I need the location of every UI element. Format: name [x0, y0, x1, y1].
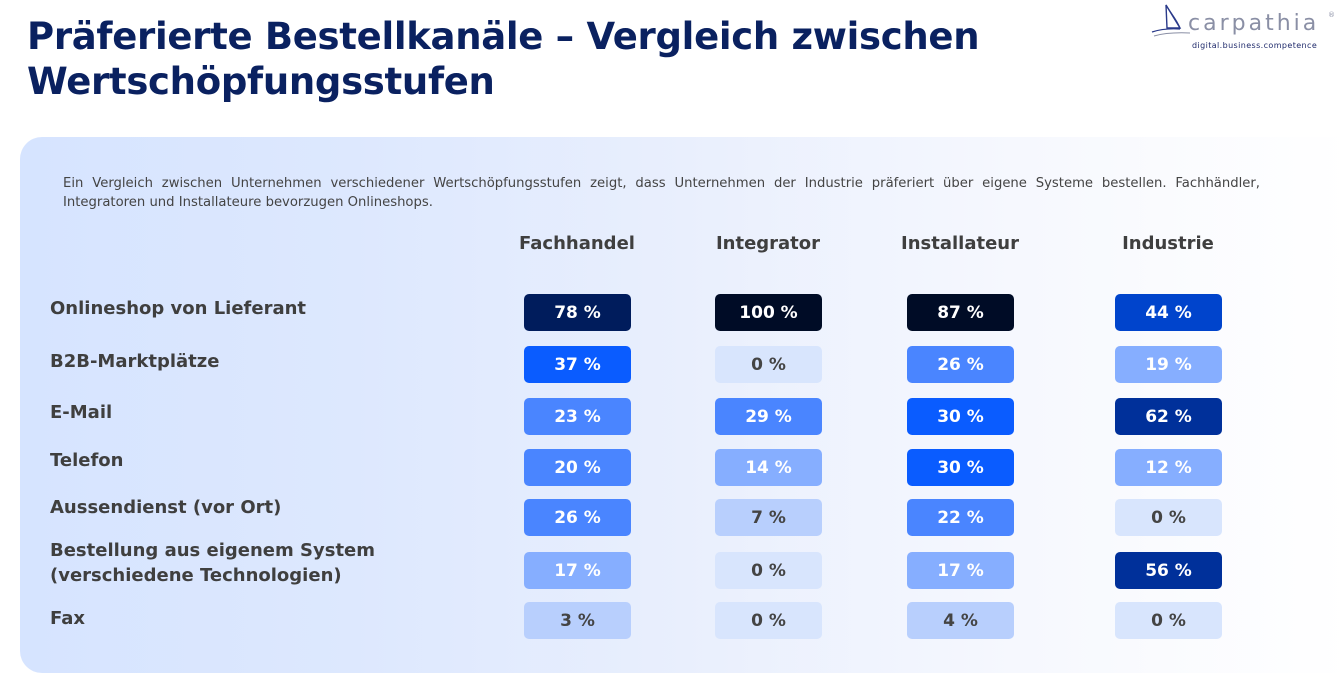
value-cell: 56 %	[1115, 552, 1222, 589]
registered-mark: ®	[1328, 11, 1335, 19]
value-cell: 37 %	[524, 346, 631, 383]
company-logo: carpathia ® digital.business.competence	[1150, 2, 1340, 54]
row-label: Aussendienst (vor Ort)	[50, 497, 282, 518]
row-label: Onlineshop von Lieferant	[50, 298, 307, 319]
row-label: E-Mail	[50, 402, 113, 423]
row-label: Fax	[50, 608, 85, 629]
logo-wordmark: carpathia	[1188, 11, 1320, 36]
value-cell: 26 %	[524, 499, 631, 536]
value-cell: 0 %	[715, 602, 822, 639]
column-header: Integrator	[715, 233, 821, 254]
value-cell: 20 %	[524, 449, 631, 486]
value-cell: 29 %	[715, 398, 822, 435]
value-cell: 7 %	[715, 499, 822, 536]
value-cell: 22 %	[907, 499, 1014, 536]
column-header: Fachhandel	[519, 233, 635, 254]
value-cell: 4 %	[907, 602, 1014, 639]
row-label: Bestellung aus eigenem System (verschied…	[50, 540, 376, 586]
row-label: B2B-Marktplätze	[50, 351, 220, 372]
value-cell: 26 %	[907, 346, 1014, 383]
row-label: Telefon	[50, 450, 124, 471]
value-cell: 44 %	[1115, 294, 1222, 331]
value-cell: 0 %	[715, 346, 822, 383]
intro-paragraph: Ein Vergleich zwischen Unternehmen versc…	[63, 176, 1260, 210]
value-cell: 0 %	[715, 552, 822, 589]
value-cell: 0 %	[1115, 602, 1222, 639]
value-cell: 17 %	[907, 552, 1014, 589]
value-cell: 12 %	[1115, 449, 1222, 486]
value-cell: 30 %	[907, 398, 1014, 435]
logo-tagline: digital.business.competence	[1192, 41, 1318, 50]
value-cell: 100 %	[715, 294, 822, 331]
value-cell: 30 %	[907, 449, 1014, 486]
column-header: Industrie	[1122, 233, 1214, 254]
value-cell: 3 %	[524, 602, 631, 639]
value-cell: 17 %	[524, 552, 631, 589]
page-title: Präferierte Bestellkanäle – Vergleich zw…	[27, 15, 980, 103]
value-cell: 14 %	[715, 449, 822, 486]
value-cell: 62 %	[1115, 398, 1222, 435]
value-cell: 87 %	[907, 294, 1014, 331]
value-cell: 78 %	[524, 294, 631, 331]
value-cell: 19 %	[1115, 346, 1222, 383]
column-header: Installateur	[901, 233, 1019, 254]
value-cell: 23 %	[524, 398, 631, 435]
sailboat-icon	[1151, 4, 1191, 37]
value-cell: 0 %	[1115, 499, 1222, 536]
